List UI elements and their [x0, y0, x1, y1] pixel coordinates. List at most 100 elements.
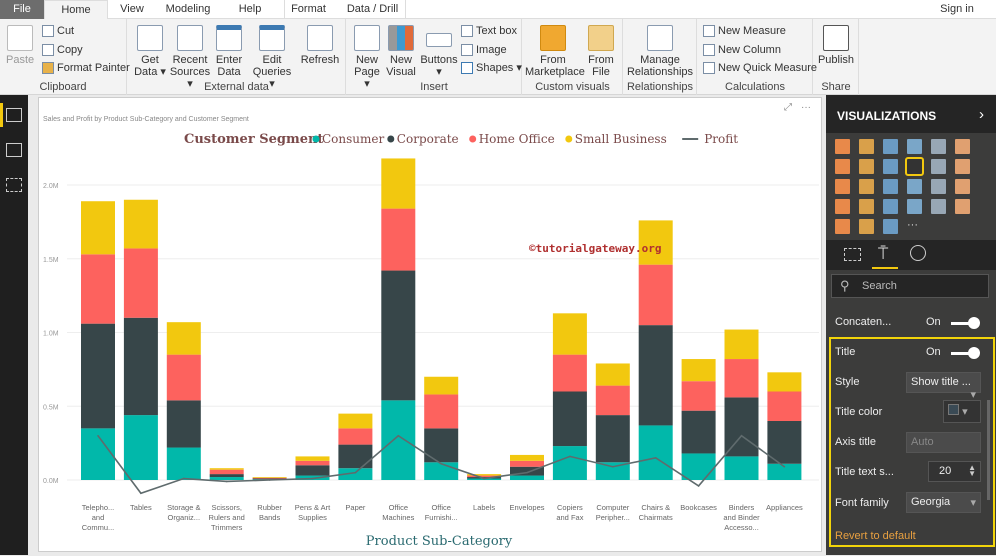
profit-point[interactable] [183, 477, 185, 480]
legend-entry[interactable]: Small Business [575, 132, 667, 146]
bar-corporate[interactable] [638, 325, 673, 426]
text-box-button[interactable]: Text box [461, 23, 517, 39]
bar-home-office[interactable] [295, 460, 330, 466]
visual-type-icon[interactable] [835, 179, 850, 194]
bar-corporate[interactable] [338, 444, 373, 469]
font-family-dropdown[interactable]: Georgia ▾ [906, 492, 981, 513]
visual-type-icon[interactable] [835, 199, 850, 214]
bar-corporate[interactable] [595, 415, 630, 463]
visual-type-icon[interactable] [931, 179, 946, 194]
bar-home-office[interactable] [724, 359, 759, 398]
visual-type-icon[interactable] [859, 159, 874, 174]
format-painter-button[interactable]: Format Painter [42, 60, 130, 76]
revert-to-default-link[interactable]: Revert to default [835, 530, 916, 542]
bar-corporate[interactable] [724, 397, 759, 457]
bar-corporate[interactable] [552, 391, 587, 447]
new-column-button[interactable]: New Column [703, 42, 781, 58]
bar-small-business[interactable] [638, 220, 673, 265]
profit-point[interactable] [740, 434, 743, 437]
bar-corporate[interactable] [510, 466, 544, 476]
bar-consumer[interactable] [381, 400, 416, 480]
visual-type-icon[interactable] [931, 139, 946, 154]
profit-point[interactable] [612, 465, 614, 468]
bar-corporate[interactable] [209, 474, 244, 478]
new-page-button[interactable]: New Page ▾ [351, 25, 383, 90]
visual-type-icon[interactable] [931, 199, 946, 214]
bar-consumer[interactable] [123, 415, 158, 480]
visual-type-icon[interactable] [883, 159, 898, 174]
visual-type-icon[interactable] [955, 199, 970, 214]
profit-point[interactable] [397, 434, 400, 437]
paste-button[interactable]: Paste [6, 25, 34, 66]
bar-home-office[interactable] [595, 385, 630, 416]
focus-mode-icon[interactable]: ⤢ [784, 102, 792, 113]
profit-point[interactable] [440, 462, 443, 465]
profit-point[interactable] [697, 485, 700, 487]
bar-consumer[interactable] [166, 447, 201, 480]
bar-small-business[interactable] [467, 474, 502, 476]
manage-relationships-button[interactable]: Manage Relationships [626, 25, 694, 78]
refresh-button[interactable]: Refresh [300, 25, 340, 66]
bar-home-office[interactable] [123, 248, 158, 318]
bar-home-office[interactable] [209, 469, 244, 475]
legend-entry[interactable]: Home Office [479, 132, 555, 146]
title-toggle[interactable] [951, 347, 980, 359]
bar-home-office[interactable] [638, 264, 673, 326]
tab-format[interactable]: Format [284, 0, 332, 19]
bar-small-business[interactable] [338, 413, 373, 429]
chevron-right-icon[interactable]: › [979, 106, 984, 123]
get-data-button[interactable]: Get Data ▾ [132, 25, 168, 78]
visual-type-icon[interactable] [907, 179, 922, 194]
from-marketplace-button[interactable]: From Marketplace [525, 25, 585, 78]
bar-consumer[interactable] [424, 462, 459, 480]
bar-small-business[interactable] [510, 454, 544, 461]
bar-consumer[interactable] [338, 468, 373, 480]
bar-small-business[interactable] [166, 322, 201, 355]
profit-point[interactable] [268, 479, 271, 481]
bar-consumer[interactable] [767, 463, 802, 480]
buttons-button[interactable]: Buttons ▾ [419, 25, 459, 78]
bar-consumer[interactable] [724, 456, 759, 480]
image-button[interactable]: Image [461, 42, 507, 58]
tab-modeling[interactable]: Modeling [165, 3, 211, 15]
recent-sources-button[interactable]: Recent Sources ▾ [168, 25, 212, 90]
new-quick-measure-button[interactable]: New Quick Measure [703, 60, 817, 76]
bar-consumer[interactable] [638, 425, 673, 480]
bar-small-business[interactable] [252, 477, 287, 478]
visual-type-icon[interactable] [955, 159, 970, 174]
bar-home-office[interactable] [252, 477, 287, 479]
profit-point[interactable] [654, 457, 657, 459]
style-dropdown[interactable]: Show title ... ▾ [906, 372, 981, 401]
tab-file[interactable]: File [0, 0, 44, 19]
bar-consumer[interactable] [595, 462, 630, 480]
visual-type-icon[interactable] [835, 219, 850, 234]
visual-type-icon[interactable] [907, 139, 922, 154]
profit-point[interactable] [483, 477, 485, 480]
legend-entry[interactable]: Corporate [397, 132, 459, 146]
visual-type-icon[interactable] [835, 139, 850, 154]
tab-help[interactable]: Help [238, 3, 262, 15]
selected-visual-stacked-column-line-icon[interactable] [905, 157, 924, 176]
profit-point[interactable] [354, 471, 357, 474]
legend-entry[interactable]: Consumer [322, 132, 385, 146]
concatenate-toggle[interactable] [951, 317, 980, 329]
visual-type-icon[interactable] [907, 199, 922, 214]
visual-type-icon[interactable] [859, 179, 874, 194]
tab-home[interactable]: Home [44, 0, 108, 19]
cut-button[interactable]: Cut [42, 23, 74, 39]
pane-scrollbar[interactable] [987, 400, 990, 500]
bar-corporate[interactable] [295, 465, 330, 476]
chart-visual[interactable]: Sales and Profit by Product Sub-Category… [38, 97, 822, 552]
visual-type-icon[interactable] [955, 139, 970, 154]
visual-type-icon[interactable] [883, 179, 898, 194]
tab-view[interactable]: View [120, 3, 144, 15]
bar-home-office[interactable] [767, 391, 802, 422]
visual-type-icon[interactable] [931, 159, 946, 174]
profit-point[interactable] [311, 477, 314, 480]
title-color-picker[interactable]: ▾ [943, 400, 981, 423]
bar-home-office[interactable] [81, 254, 115, 324]
bar-home-office[interactable] [510, 460, 544, 467]
bar-consumer[interactable] [552, 446, 587, 480]
bar-home-office[interactable] [424, 394, 459, 429]
bar-corporate[interactable] [681, 410, 716, 454]
